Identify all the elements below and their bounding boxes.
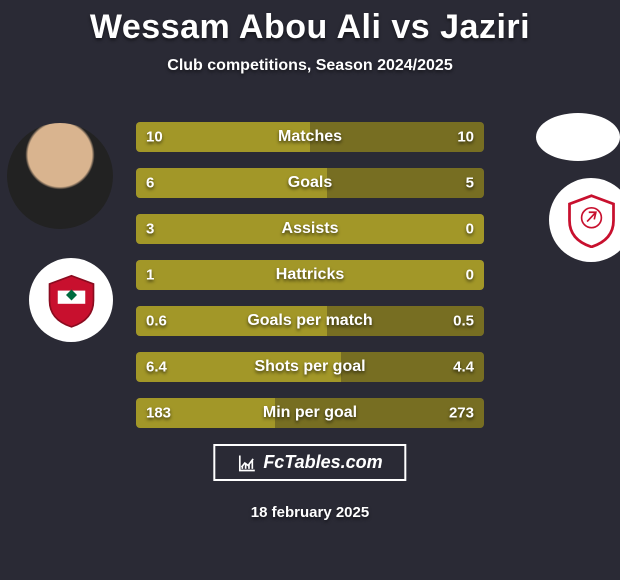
comparison-bars: 1010Matches65Goals30Assists10Hattricks0.… bbox=[136, 122, 484, 444]
stat-value-left: 10 bbox=[146, 129, 163, 146]
club-badge-icon bbox=[564, 193, 619, 248]
player1-club-badge bbox=[29, 258, 113, 342]
stat-label: Matches bbox=[278, 128, 342, 146]
stat-value-right: 0 bbox=[466, 221, 474, 238]
stat-value-left: 0.6 bbox=[146, 313, 167, 330]
brand-text: FcTables.com bbox=[263, 452, 382, 473]
stat-row: 10 10 Matches bbox=[136, 122, 484, 152]
stat-value-right: 273 bbox=[449, 405, 474, 422]
player1-avatar bbox=[7, 123, 113, 229]
stat-value-right: 0.5 bbox=[453, 313, 474, 330]
stat-row: 3 0 Assists bbox=[136, 214, 484, 244]
stat-row: 6 5 Goals bbox=[136, 168, 484, 198]
stat-row: 0.6 0.5 Goals per match bbox=[136, 306, 484, 336]
stat-label: Goals per match bbox=[247, 312, 372, 330]
stat-value-left: 183 bbox=[146, 405, 171, 422]
stat-label: Goals bbox=[288, 174, 332, 192]
stat-row: 1 0 Hattricks bbox=[136, 260, 484, 290]
stat-label: Min per goal bbox=[263, 404, 357, 422]
stat-row: 6.4 4.4 Shots per goal bbox=[136, 352, 484, 382]
stat-value-right: 5 bbox=[466, 175, 474, 192]
stat-label: Assists bbox=[282, 220, 339, 238]
stat-label: Shots per goal bbox=[254, 358, 365, 376]
stat-value-right: 4.4 bbox=[453, 359, 474, 376]
player2-avatar bbox=[536, 113, 620, 161]
brand-box: FcTables.com bbox=[213, 444, 406, 481]
stat-value-left: 6.4 bbox=[146, 359, 167, 376]
bar-right bbox=[327, 168, 484, 198]
club-badge-icon bbox=[44, 273, 99, 328]
stat-value-left: 6 bbox=[146, 175, 154, 192]
subtitle: Club competitions, Season 2024/2025 bbox=[0, 57, 620, 75]
stat-value-left: 1 bbox=[146, 267, 154, 284]
brand-chart-icon bbox=[237, 453, 257, 473]
stat-label: Hattricks bbox=[276, 266, 344, 284]
stat-value-left: 3 bbox=[146, 221, 154, 238]
player2-club-badge bbox=[549, 178, 620, 262]
page-title: Wessam Abou Ali vs Jaziri bbox=[0, 0, 620, 47]
stat-value-right: 10 bbox=[457, 129, 474, 146]
date-text: 18 february 2025 bbox=[251, 504, 369, 521]
stat-value-right: 0 bbox=[466, 267, 474, 284]
stat-row: 183 273 Min per goal bbox=[136, 398, 484, 428]
